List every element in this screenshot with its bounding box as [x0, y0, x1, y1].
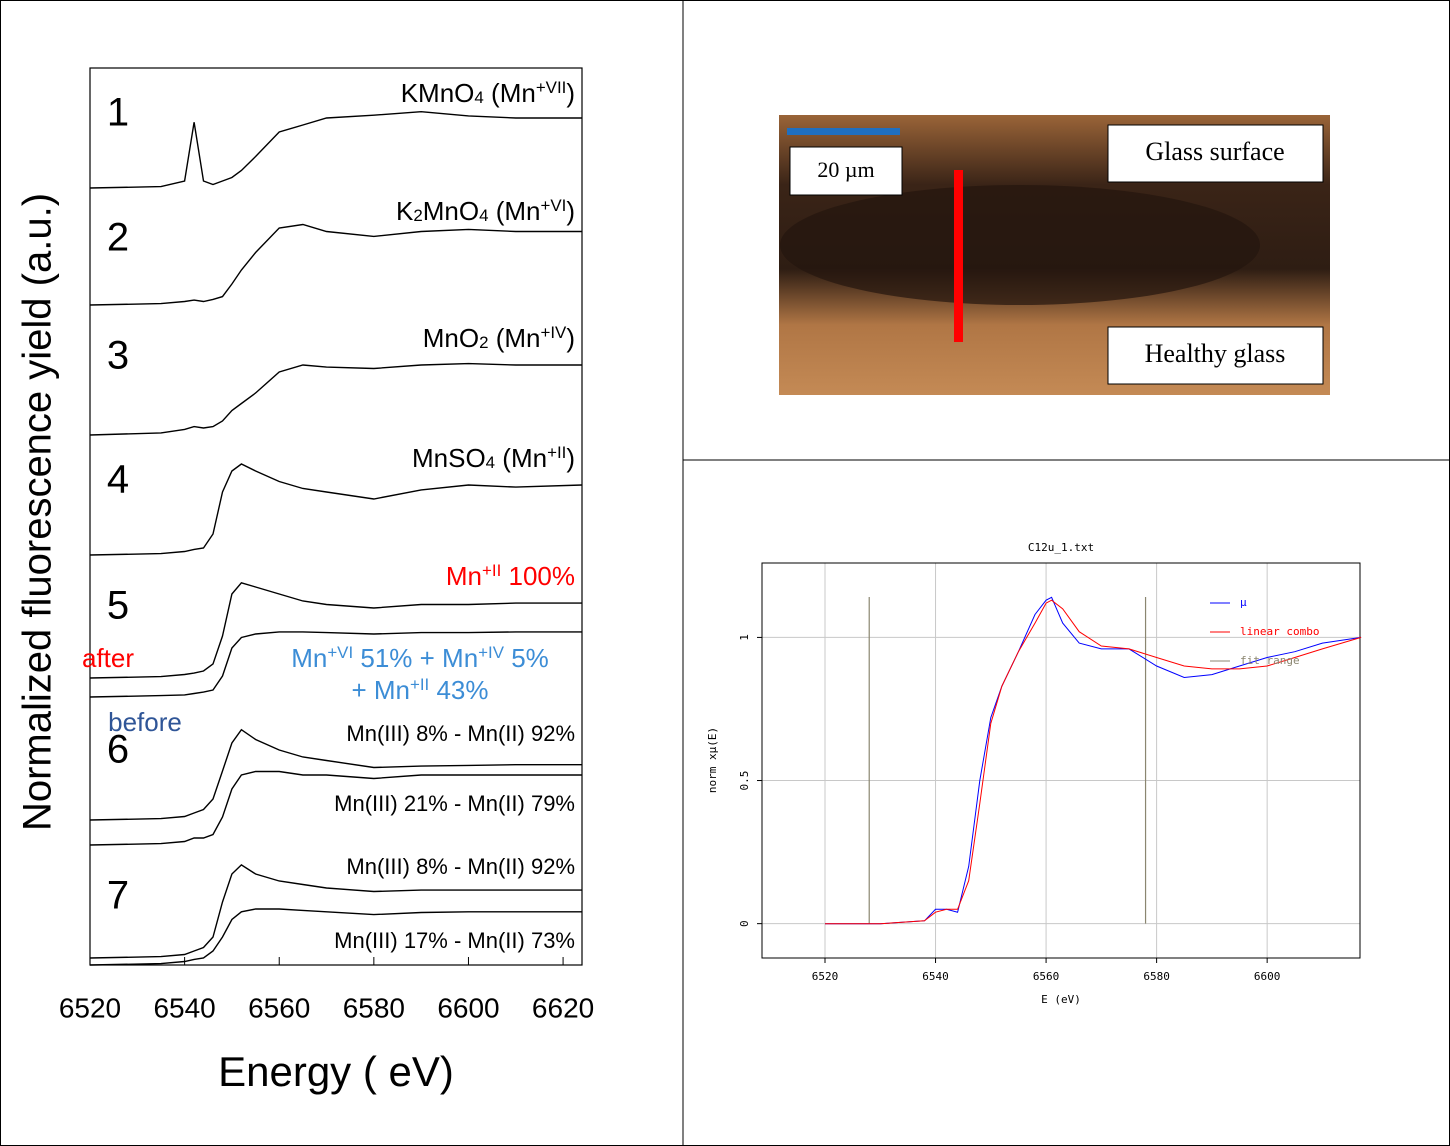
series-label: Mn+VI 51% + Mn+IV 5%: [291, 643, 549, 673]
x-tick-label: 6620: [532, 992, 594, 1023]
x-tick-label: 6600: [1254, 970, 1281, 983]
legend-label: linear combo: [1240, 625, 1319, 638]
series-label: Mn+II 100%: [446, 561, 575, 591]
series-label: KMnO4 (Mn+VII): [401, 78, 575, 108]
label-part: (Mn: [489, 323, 541, 353]
x-axis-label: E (eV): [1041, 993, 1081, 1006]
label-part: (Mn: [489, 196, 541, 226]
spectrum-tag: after: [82, 643, 134, 673]
spectrum-line: [90, 364, 582, 435]
region-label: Glass surface: [1145, 137, 1284, 166]
legend-label: μ: [1240, 596, 1247, 609]
label-part: +II: [410, 675, 429, 694]
label-part: Mn: [446, 561, 482, 591]
scan-line: [954, 170, 963, 342]
spectrum-number: 4: [107, 458, 129, 502]
series-label: Mn(III) 21% - Mn(II) 79%: [334, 791, 575, 816]
plot-frame: [762, 563, 1360, 958]
label-part: 4: [479, 206, 488, 225]
spectrum-line: [90, 464, 582, 555]
label-part: Mn(III) 21% - Mn(II) 79%: [334, 791, 575, 816]
label-part: MnSO: [412, 443, 486, 473]
label-part: +IV: [541, 323, 568, 342]
spectrum-number: 7: [107, 874, 129, 918]
label-part: ): [566, 196, 575, 226]
label-part: (Mn: [495, 443, 547, 473]
spectrum-number: 1: [107, 91, 129, 135]
scale-bar: [787, 128, 900, 135]
series-label: Mn(III) 17% - Mn(II) 73%: [334, 928, 575, 953]
label-part: + Mn: [351, 675, 410, 705]
series-label: MnO2 (Mn+IV): [423, 323, 575, 353]
label-part: 100%: [501, 561, 575, 591]
label-part: +II: [482, 561, 501, 580]
label-part: 2: [413, 206, 422, 225]
x-tick-label: 6540: [153, 992, 215, 1023]
series-label: MnSO4 (Mn+II): [412, 443, 575, 473]
spectrum-line: [90, 112, 582, 188]
y-tick-label: 0: [738, 920, 751, 927]
y-axis-label: Normalized fluorescence yield (a.u.): [16, 193, 60, 831]
label-part: +IV: [478, 643, 505, 662]
spectrum-number: 6: [107, 728, 129, 772]
legend-label: fit range: [1240, 654, 1300, 667]
label-part: 4: [474, 88, 483, 107]
series-label: + Mn+II 43%: [351, 675, 488, 705]
label-part: ): [566, 323, 575, 353]
series-line: [825, 600, 1361, 924]
label-part: Mn(III) 17% - Mn(II) 73%: [334, 928, 575, 953]
figure: 20 µm Glass surface Healthy glass 652065…: [0, 0, 1450, 1146]
x-tick-label: 6580: [343, 992, 405, 1023]
label-part: (Mn: [484, 78, 536, 108]
label-part: Mn: [291, 643, 327, 673]
spectrum-number: 3: [107, 334, 129, 378]
label-part: +VI: [541, 196, 567, 215]
label-part: +VI: [327, 643, 353, 662]
label-part: +II: [547, 443, 566, 462]
series-label: Mn(III) 8% - Mn(II) 92%: [346, 721, 575, 746]
photo-shade: [780, 185, 1260, 305]
label-part: MnO: [423, 196, 479, 226]
x-tick-label: 6540: [922, 970, 949, 983]
label-part: 43%: [429, 675, 488, 705]
spectrum-line: [90, 225, 582, 306]
label-part: +VII: [536, 78, 567, 97]
label-part: KMnO: [401, 78, 475, 108]
region-label: Healthy glass: [1145, 339, 1286, 368]
label-part: MnO: [423, 323, 479, 353]
x-tick-label: 6580: [1143, 970, 1170, 983]
x-tick-label: 6560: [1033, 970, 1060, 983]
label-part: 4: [486, 453, 495, 472]
y-axis-label: norm xμ(E): [706, 727, 719, 793]
micrograph: 20 µm Glass surface Healthy glass: [779, 115, 1330, 395]
series-line: [825, 597, 1361, 923]
page: {"chart_data": [ {"type": "spectra", "x_…: [0, 0, 1450, 1146]
x-tick-label: 6520: [812, 970, 839, 983]
x-tick-label: 6600: [437, 992, 499, 1023]
label-part: Mn(III) 8% - Mn(II) 92%: [346, 721, 575, 746]
label-part: 2: [479, 333, 488, 352]
series-label: Mn(III) 8% - Mn(II) 92%: [346, 854, 575, 879]
spectrum-number: 5: [107, 584, 129, 628]
series-label: K2MnO4 (Mn+VI): [396, 196, 575, 226]
spectrum-number: 2: [107, 216, 129, 260]
x-tick-label: 6560: [248, 992, 310, 1023]
label-part: K: [396, 196, 414, 226]
label-part: 5%: [504, 643, 549, 673]
x-tick-label: 6520: [59, 992, 121, 1023]
label-part: ): [566, 78, 575, 108]
label-part: 51% + Mn: [353, 643, 478, 673]
y-tick-label: 1: [738, 634, 751, 641]
label-part: Mn(III) 8% - Mn(II) 92%: [346, 854, 575, 879]
x-axis-label: Energy ( eV): [218, 1048, 454, 1095]
chart-title: C12u_1.txt: [1028, 541, 1094, 554]
label-part: ): [566, 443, 575, 473]
y-tick-label: 0.5: [738, 771, 751, 791]
scale-label: 20 µm: [817, 157, 874, 182]
